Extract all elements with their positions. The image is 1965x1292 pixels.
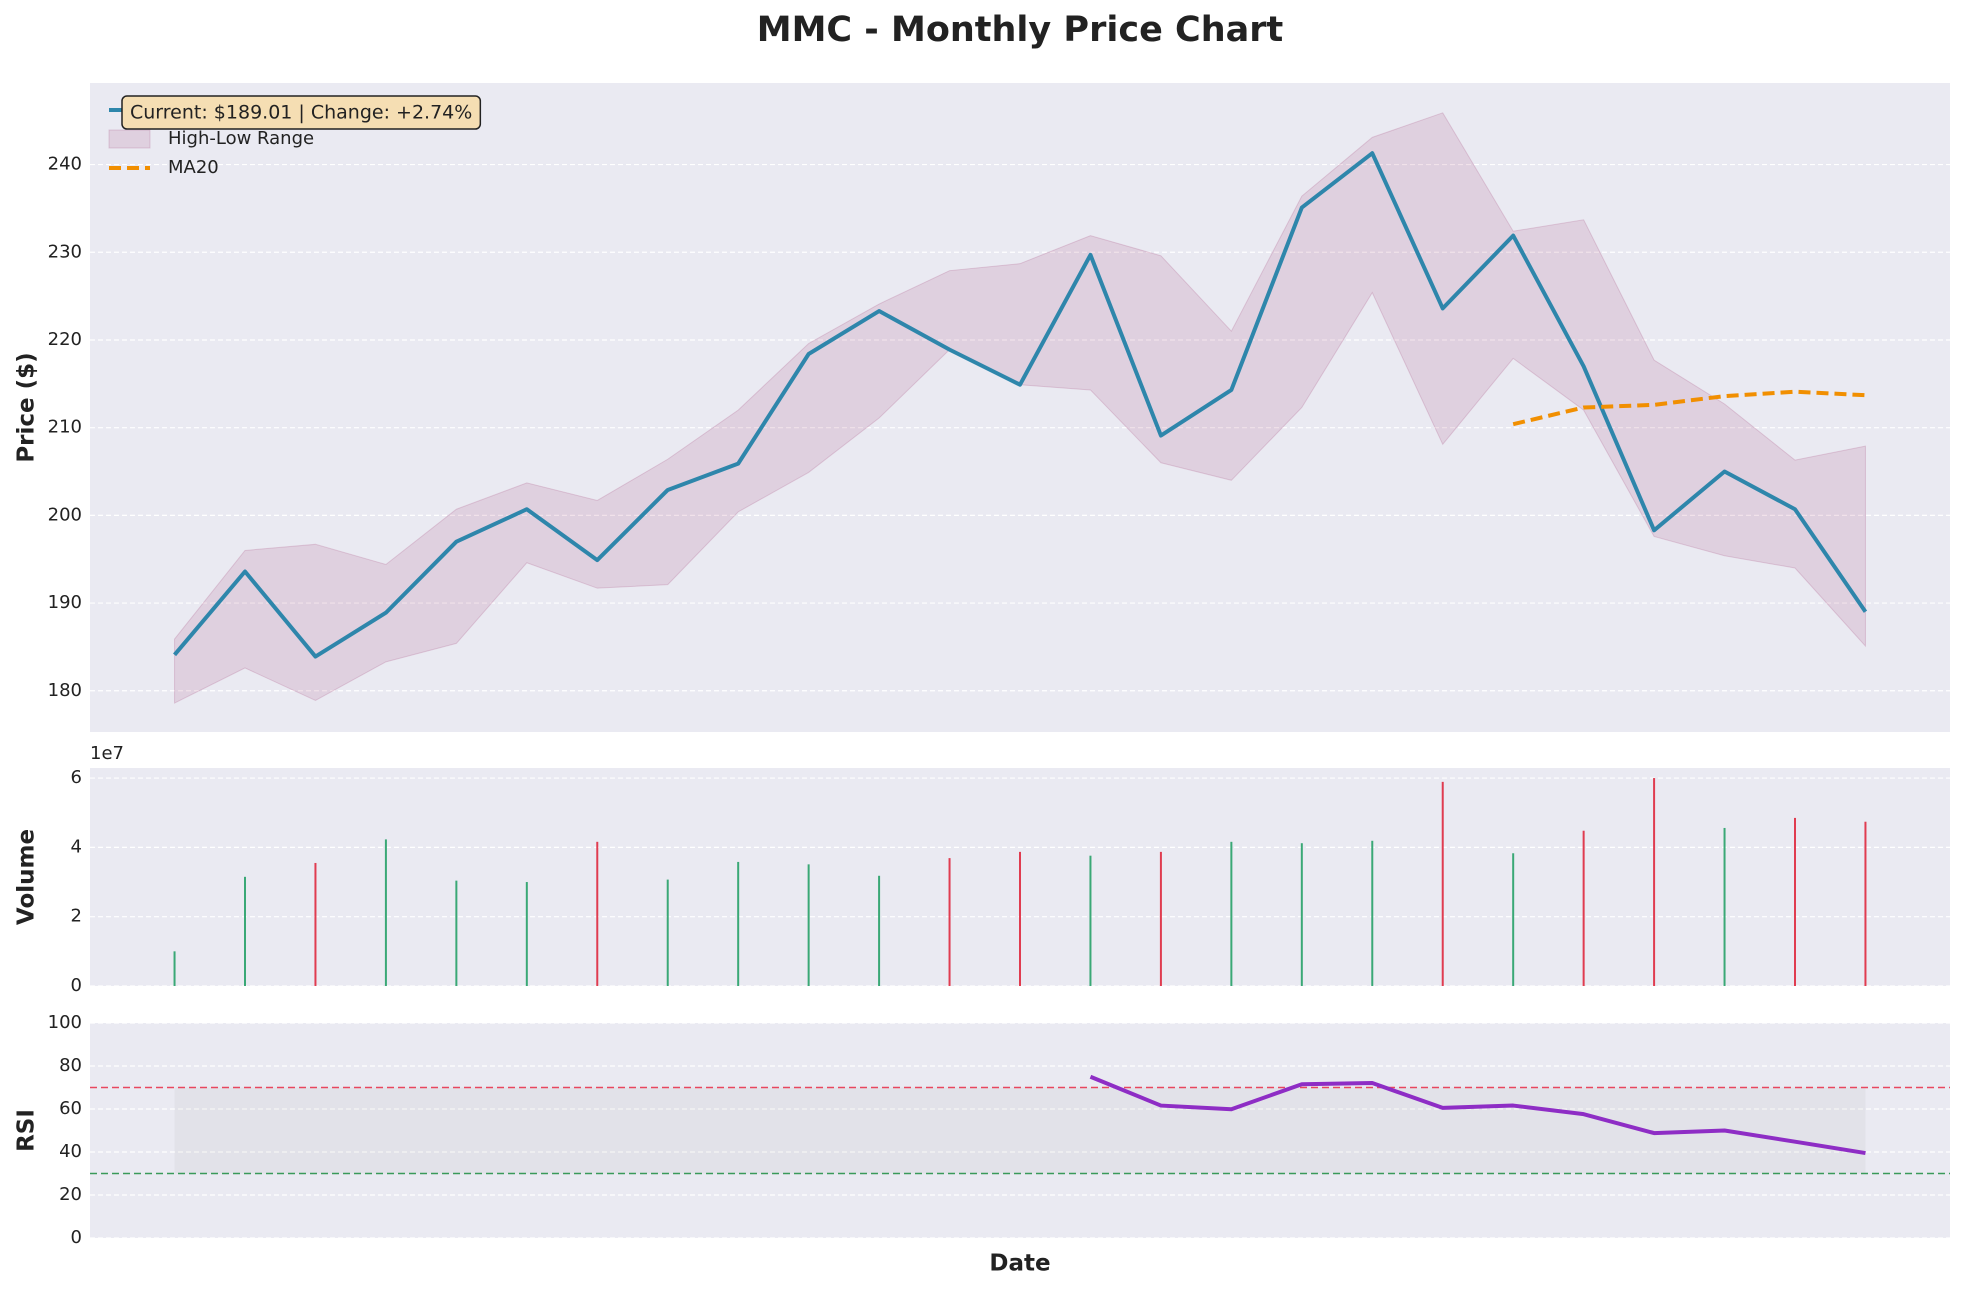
y-tick-label: 210 <box>48 417 82 438</box>
y-tick-label: 20 <box>59 1184 82 1205</box>
line <box>1089 1074 1866 1156</box>
annotation-box <box>121 95 482 130</box>
y-tick-label: 200 <box>48 504 82 525</box>
y-axis-label: RSI <box>14 1109 40 1152</box>
y-tick-label: 230 <box>48 241 82 262</box>
bar <box>1864 821 1867 986</box>
y-axis-label: Volume <box>14 829 40 925</box>
neutral-zone <box>174 1087 1866 1174</box>
bar <box>244 876 246 986</box>
y-tick-label: 100 <box>48 1012 82 1033</box>
bar <box>596 841 599 986</box>
y-tick-label: 240 <box>48 154 82 175</box>
bar <box>1723 827 1726 986</box>
y-tick-label: 4 <box>71 836 82 857</box>
bar <box>1512 853 1515 986</box>
bar <box>1653 778 1656 986</box>
bar <box>314 862 317 986</box>
legend-swatch <box>108 129 151 149</box>
bar <box>1230 841 1233 986</box>
x-axis-label: Date <box>989 1251 1050 1277</box>
line <box>173 151 1868 659</box>
chart-title: MMC - Monthly Price Chart <box>757 10 1283 50</box>
bar <box>455 880 458 986</box>
bar <box>525 882 528 986</box>
bar <box>173 951 176 986</box>
y-tick-label: 190 <box>48 592 82 613</box>
y-tick-label: 2 <box>71 906 82 927</box>
y-tick-label: 80 <box>59 1055 82 1076</box>
bar <box>1582 830 1585 986</box>
bar <box>1794 817 1796 986</box>
y-tick-label: 180 <box>48 680 82 701</box>
y-tick-label: 40 <box>59 1141 82 1162</box>
bar <box>1019 851 1021 986</box>
y-tick-label: 6 <box>71 767 82 788</box>
annotation: Current: $189.01 | Change: +2.74% <box>121 95 482 130</box>
bar <box>666 879 669 986</box>
bar <box>384 839 387 986</box>
axis-offset-label: 1e7 <box>90 743 124 764</box>
legend-label: MA20 <box>168 157 219 178</box>
annotation-text: Current: $189.01 | Change: +2.74% <box>130 102 472 124</box>
bar <box>1159 851 1162 986</box>
line <box>1512 389 1866 427</box>
bar <box>807 864 810 986</box>
bar <box>1300 843 1303 986</box>
y-tick-label: 60 <box>59 1098 82 1119</box>
y-tick-label: 0 <box>71 975 82 996</box>
bar <box>737 861 740 986</box>
plot-area <box>90 83 1950 732</box>
y-tick-label: 0 <box>71 1227 82 1248</box>
bar <box>948 858 951 986</box>
bar <box>1441 781 1444 986</box>
range-band <box>174 112 1866 704</box>
bar <box>1089 855 1092 986</box>
bar <box>878 875 881 986</box>
y-tick-label: 220 <box>48 329 82 350</box>
bar <box>1371 840 1374 986</box>
y-axis-label: Price ($) <box>14 352 40 462</box>
legend-label: High-Low Range <box>168 128 314 149</box>
